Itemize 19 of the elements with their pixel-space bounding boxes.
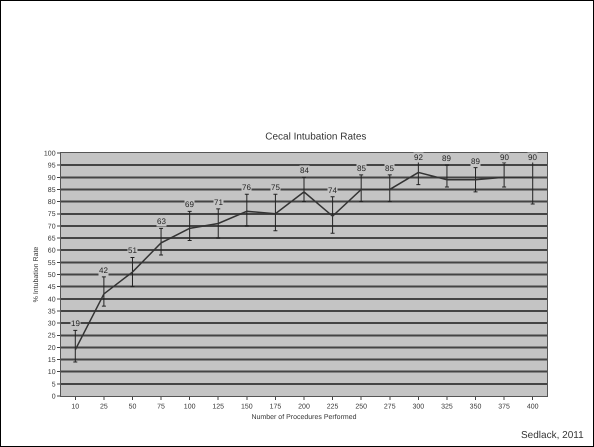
data-label: 85 xyxy=(385,164,394,173)
data-label: 89 xyxy=(471,157,480,166)
data-label: 69 xyxy=(185,200,194,209)
data-label: 75 xyxy=(271,183,280,192)
data-label: 89 xyxy=(442,154,452,163)
data-label: 90 xyxy=(500,153,510,162)
data-label: 74 xyxy=(328,186,338,195)
data-label: 71 xyxy=(214,198,224,207)
text: Sedlack, 2011 xyxy=(521,430,584,441)
data-label: 19 xyxy=(71,319,80,328)
data-label: 90 xyxy=(528,153,538,162)
data-label: 42 xyxy=(99,266,108,275)
data-label: 76 xyxy=(242,183,252,192)
data-label: 92 xyxy=(414,153,424,162)
data-label: 85 xyxy=(357,164,366,173)
data-label: 51 xyxy=(128,246,138,255)
data-label: 63 xyxy=(157,217,166,226)
data-label: 84 xyxy=(300,166,310,175)
chart-title: Cecal Intubation Rates xyxy=(265,132,366,143)
